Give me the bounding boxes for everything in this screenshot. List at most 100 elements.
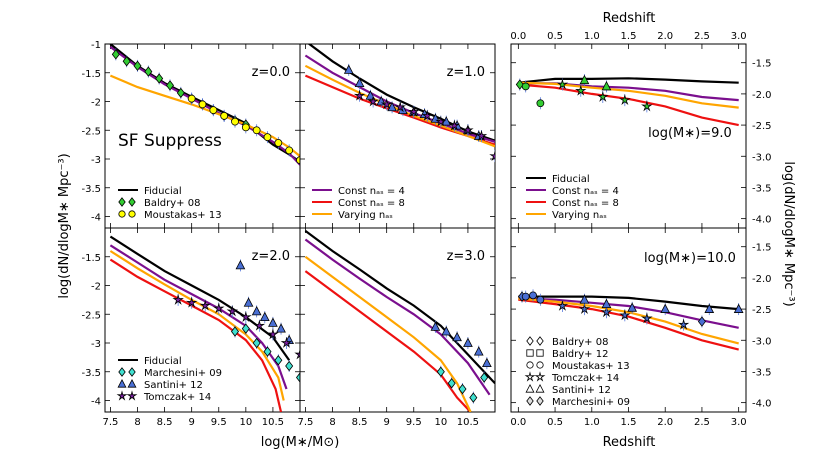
x-tick-label: 3.0 [731, 417, 747, 428]
data-point-tomczak-14 [199, 299, 211, 311]
data-point-baldry-08 [155, 73, 164, 84]
x-tick-label: 1.5 [621, 31, 637, 42]
panel-evo_m9: 0.0 0.5 1.0 1.5 2.0 2.5 3.0 -1.5 -2.0 -2.5 -3.0 -3.… [510, 31, 772, 229]
data-point-tomczak-14 [475, 129, 488, 141]
legend-label: Moustakas+ 13 [552, 361, 630, 372]
data-point-tomczak-14 [619, 94, 631, 105]
legend-swatch [526, 396, 534, 406]
data-point-baldry-08 [176, 87, 185, 99]
legend-swatch [534, 371, 546, 382]
legend-swatch [535, 383, 545, 393]
panel-title: z=3.0 [447, 249, 485, 264]
legend-label: Tomczak+ 14 [143, 392, 211, 403]
legend-label: Santini+ 12 [144, 380, 203, 391]
legend-swatch [128, 210, 136, 218]
y-tick-label: -3.0 [752, 336, 772, 347]
data-point-tomczak-14 [353, 89, 366, 101]
y-tick-label: -1.5 [752, 59, 772, 70]
series-group [515, 74, 739, 127]
x-tick-label: 1.5 [621, 417, 637, 428]
legend-swatch [128, 367, 136, 377]
data-point-baldry-08 [144, 66, 153, 77]
y-tick-label: -3.0 [752, 152, 772, 163]
x-tick-label: 2.0 [657, 31, 673, 42]
y-tick-label: -2.5 [752, 305, 772, 316]
series-line-varying-n-ds [518, 297, 739, 345]
data-point-moustakas-13 [296, 156, 300, 165]
data-point-tomczak-14 [185, 296, 198, 308]
legend-swatch [536, 349, 544, 357]
series-line-varying-n-ds [518, 81, 739, 109]
data-point-tomczak-14 [619, 309, 631, 321]
y-tick-label: -2 [91, 282, 101, 293]
panel-evo_m10: 0.0 0.5 1.0 1.5 2.0 2.5 3.0 -1.5 -2.0 -2.5 -3.0 -3.… [510, 227, 772, 428]
series-group [304, 44, 495, 163]
data-point-santini-12 [463, 337, 473, 347]
data-point-marchesini-09 [263, 346, 272, 357]
data-point-moustakas-13 [220, 111, 229, 120]
data-point-santini-12 [601, 298, 612, 308]
series-line-fiducial [518, 295, 739, 311]
data-point-tomczak-14 [380, 98, 393, 110]
panel-title: z=1.0 [447, 65, 485, 80]
data-point-tomczak-14 [556, 299, 569, 311]
y-tick-label: -1.5 [81, 69, 101, 80]
y-tick-label: -3 [91, 155, 101, 166]
legend-label: Fiducial [552, 174, 590, 185]
legend-swatch [118, 210, 126, 218]
x-tick-label: 8 [134, 417, 140, 428]
y-tick-label: -2 [91, 98, 101, 109]
legend-label: Const nₐₛ = 8 [338, 198, 405, 209]
legend-label: Const nₐₛ = 4 [338, 186, 405, 197]
data-point-tomczak-14 [253, 319, 266, 331]
legend-label: Marchesini+ 09 [144, 368, 222, 379]
data-point-marchesini-09 [252, 337, 261, 349]
data-point-marchesini-09 [241, 323, 250, 334]
data-point-tomczak-14 [421, 109, 433, 121]
series-line-fiducial [304, 230, 495, 385]
y-tick-label: -2.5 [81, 126, 101, 137]
x-tick-label: 8.5 [157, 417, 173, 428]
right-top-x-axis-label: Redshift [603, 11, 656, 26]
data-point-santini-12 [354, 77, 365, 87]
data-point-santini-12 [482, 357, 492, 368]
legend-swatch [127, 378, 137, 388]
x-tick-label: 2.5 [694, 417, 710, 428]
data-point-tomczak-14 [212, 302, 225, 314]
data-point-santini-12 [441, 326, 452, 336]
x-tick-label: 9.5 [211, 417, 227, 428]
series-line-const-n-ds-8 [518, 298, 739, 351]
x-tick-label: 9 [188, 417, 194, 428]
data-point-tomczak-14 [448, 119, 461, 131]
y-tick-label: -3 [91, 339, 101, 350]
data-point-santini-12 [704, 303, 715, 313]
data-point-santini-12 [660, 303, 671, 313]
x-tick-label: 10.5 [457, 417, 479, 428]
series-line-const-n-ds-8 [304, 270, 472, 412]
data-point-moustakas-13 [536, 99, 545, 108]
panel-smf_z0: -1 -1.5 -2 -2.5 -3 -3.5 -4 z=0.0 FiducialBaldry+… [81, 40, 301, 229]
data-point-santini-12 [259, 311, 270, 322]
left-y-axis-label: log(dN/dlogM∗ Mpc⁻³) [57, 153, 72, 298]
series-group [109, 44, 300, 167]
data-point-santini-12 [473, 346, 484, 356]
data-point-santini-12 [243, 297, 254, 307]
y-tick-label: -3.5 [752, 183, 772, 194]
data-point-tomczak-14 [641, 312, 653, 324]
y-tick-label: -2.5 [81, 310, 101, 321]
right-y-axis-label: log(dN/dlogM∗ Mpc⁻³) [781, 161, 796, 306]
legend-swatch [116, 390, 128, 401]
legend-label: Baldry+ 12 [552, 349, 608, 360]
legend-swatch [118, 367, 126, 377]
y-tick-label: -1.5 [752, 243, 772, 254]
panel-frame [299, 227, 496, 413]
y-tick-label: -3.5 [752, 367, 772, 378]
data-point-moustakas-13 [536, 295, 545, 304]
data-point-santini-12 [627, 302, 638, 312]
x-tick-label: 2.5 [694, 31, 710, 42]
data-point-tomczak-14 [367, 95, 379, 107]
data-point-moustakas-13 [274, 138, 283, 147]
data-point-moustakas-13 [241, 123, 250, 132]
x-tick-label: 0.0 [510, 31, 526, 42]
